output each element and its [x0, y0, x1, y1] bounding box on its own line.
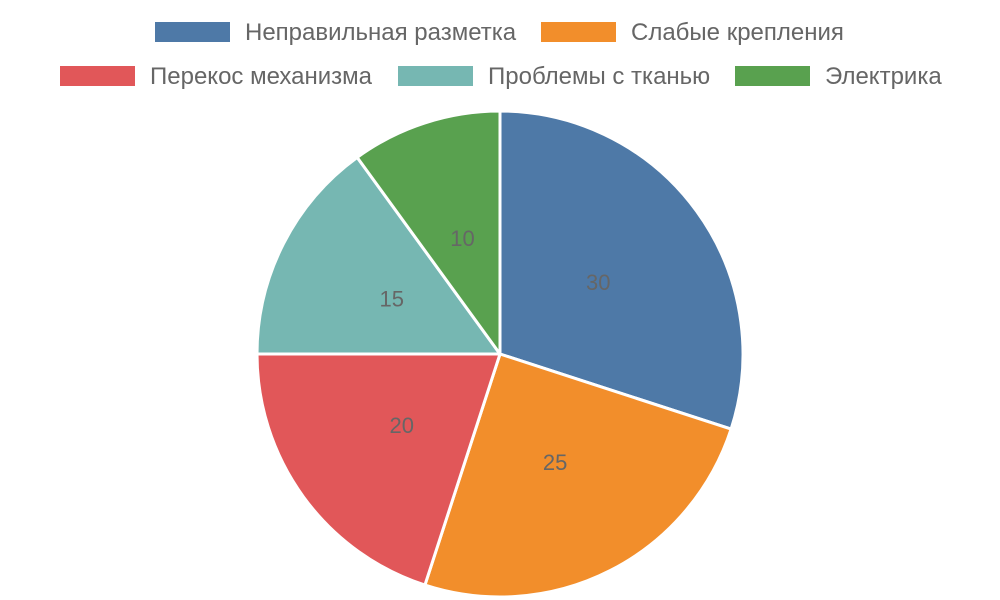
legend-swatch: [398, 66, 473, 86]
chart-legend: Неправильная разметка Слабые крепления Пер…: [60, 19, 942, 90]
legend-item[interactable]: Проблемы с тканью: [398, 63, 710, 90]
legend-label: Проблемы с тканью: [488, 63, 710, 90]
legend-item[interactable]: Перекос механизма: [60, 63, 373, 90]
slice-value-label: 20: [389, 413, 413, 438]
legend-item[interactable]: Электрика: [735, 63, 942, 90]
legend-label: Неправильная разметка: [245, 19, 517, 46]
legend-swatch: [60, 66, 135, 86]
slice-value-label: 10: [450, 226, 474, 251]
slice-value-label: 15: [380, 286, 404, 311]
legend-swatch: [155, 22, 230, 42]
pie-slices: [257, 111, 743, 597]
slice-value-label: 25: [543, 450, 567, 475]
legend-swatch: [735, 66, 810, 86]
legend-label: Перекос механизма: [150, 63, 373, 90]
legend-label: Слабые крепления: [631, 19, 844, 46]
legend-label: Электрика: [825, 63, 942, 90]
legend-item[interactable]: Слабые крепления: [541, 19, 844, 46]
slice-value-label: 30: [586, 270, 610, 295]
legend-item[interactable]: Неправильная разметка: [155, 19, 517, 46]
legend-swatch: [541, 22, 616, 42]
